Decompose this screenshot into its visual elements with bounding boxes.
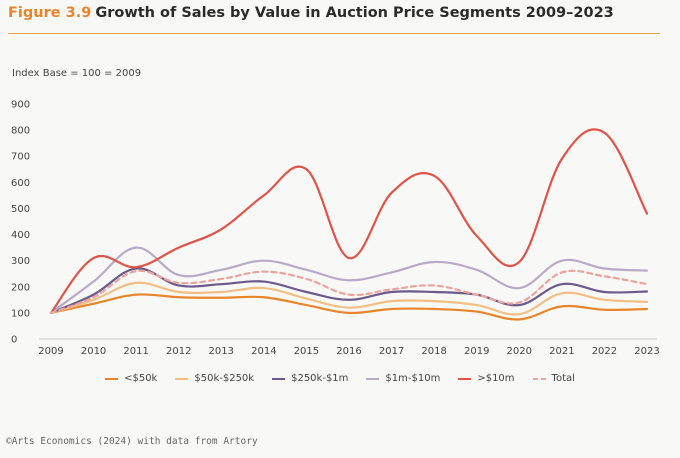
x-tick-label: 2017 — [379, 346, 404, 357]
y-axis-label: Index Base = 100 = 2009 — [12, 68, 142, 79]
figure-label: Figure 3.9 — [8, 5, 92, 21]
y-tick-label: 400 — [11, 230, 30, 241]
x-tick-label: 2022 — [592, 346, 617, 357]
legend-label: Total — [551, 373, 575, 384]
legend-label: $250k-$1m — [291, 373, 349, 384]
x-tick-label: 2019 — [464, 346, 489, 357]
x-tick-label: 2020 — [507, 346, 532, 357]
y-tick-label: 300 — [11, 256, 30, 267]
series-line-1 — [49, 281, 649, 316]
chart-legend: <$50k $50k-$250k $250k-$1m $1m-$10m >$10m Tot… — [0, 373, 680, 384]
y-tick-label: 200 — [11, 282, 30, 293]
title-divider — [8, 33, 660, 34]
legend-item: Total — [532, 373, 575, 384]
legend-label: <$50k — [124, 373, 158, 384]
series-line-4 — [49, 128, 649, 314]
y-tick-label: 600 — [11, 178, 30, 189]
series-line-5 — [49, 269, 649, 314]
series-line-0 — [49, 293, 649, 321]
y-tick-label: 900 — [11, 100, 30, 111]
x-tick-label: 2015 — [294, 346, 319, 357]
legend-item: $50k-$250k — [175, 373, 254, 384]
chart-title: Figure 3.9 Growth of Sales by Value in Au… — [8, 5, 614, 21]
x-tick-label: 2011 — [123, 346, 148, 357]
legend-swatch — [175, 377, 189, 380]
legend-label: $1m-$10m — [385, 373, 441, 384]
x-tick-label: 2014 — [251, 346, 276, 357]
legend-item: $250k-$1m — [272, 373, 348, 384]
legend-swatch — [458, 377, 472, 380]
legend-swatch — [532, 377, 546, 380]
x-tick-label: 2013 — [209, 346, 234, 357]
x-tick-label: 2012 — [166, 346, 191, 357]
y-tick-label: 0 — [11, 335, 17, 346]
x-tick-label: 2018 — [421, 346, 446, 357]
legend-label: >$10m — [477, 373, 515, 384]
legend-item: $1m-$10m — [366, 373, 440, 384]
legend-swatch — [272, 377, 286, 380]
series-line-3 — [49, 246, 649, 314]
legend-item: <$50k — [105, 373, 157, 384]
y-tick-label: 500 — [11, 204, 30, 215]
x-tick-label: 2016 — [336, 346, 361, 357]
y-tick-label: 100 — [11, 308, 30, 319]
figure-title: Growth of Sales by Value in Auction Pric… — [95, 5, 614, 21]
legend-item: >$10m — [458, 373, 515, 384]
x-tick-label: 2009 — [38, 346, 63, 357]
x-tick-label: 2023 — [634, 346, 659, 357]
y-tick-label: 800 — [11, 126, 30, 137]
legend-swatch — [366, 377, 380, 380]
legend-swatch — [105, 377, 119, 380]
x-tick-label: 2021 — [549, 346, 574, 357]
series-line-2 — [49, 267, 649, 314]
legend-label: $50k-$250k — [194, 373, 255, 384]
source-note: ©Arts Economics (2024) with data from Ar… — [6, 436, 258, 447]
x-tick-label: 2010 — [81, 346, 106, 357]
y-tick-label: 700 — [11, 152, 30, 163]
